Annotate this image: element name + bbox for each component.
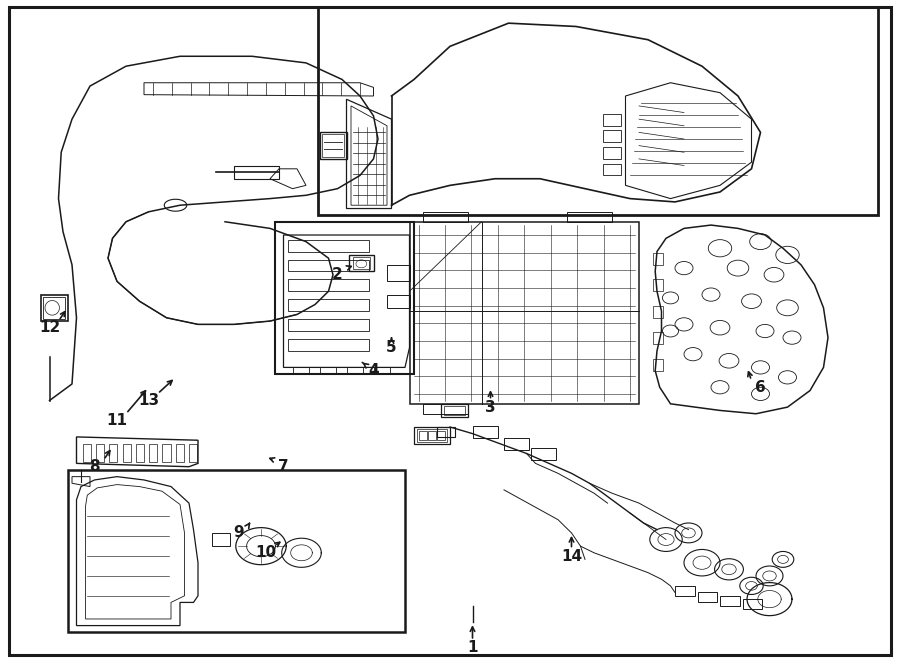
Text: 1: 1 xyxy=(467,640,478,655)
Bar xyxy=(652,306,663,318)
Bar xyxy=(288,260,369,271)
Bar xyxy=(83,444,91,462)
Text: 13: 13 xyxy=(138,393,159,408)
Bar xyxy=(504,438,529,450)
Bar xyxy=(698,592,717,602)
Bar xyxy=(189,444,197,462)
Text: 14: 14 xyxy=(561,549,582,563)
Bar xyxy=(652,359,663,371)
Bar xyxy=(274,222,414,374)
Text: 5: 5 xyxy=(386,340,397,355)
Bar xyxy=(288,279,369,291)
Bar xyxy=(68,470,405,632)
Bar xyxy=(288,299,369,311)
Bar xyxy=(176,444,184,462)
Bar xyxy=(437,431,445,440)
Bar xyxy=(675,586,695,596)
Text: 8: 8 xyxy=(89,459,100,474)
Bar xyxy=(162,444,170,462)
Bar xyxy=(652,279,663,291)
Bar xyxy=(318,7,878,215)
Bar xyxy=(96,444,104,462)
Bar xyxy=(288,240,369,252)
Bar xyxy=(122,444,130,462)
Text: 3: 3 xyxy=(485,400,496,414)
Bar xyxy=(288,339,369,351)
Text: 12: 12 xyxy=(39,320,60,335)
Text: 10: 10 xyxy=(255,545,276,560)
Bar xyxy=(742,599,762,609)
Bar xyxy=(472,426,498,438)
Bar xyxy=(652,332,663,344)
Bar xyxy=(288,319,369,331)
Text: 9: 9 xyxy=(233,526,244,540)
Bar xyxy=(428,431,436,440)
Bar xyxy=(720,596,740,606)
Text: 6: 6 xyxy=(755,380,766,395)
Bar xyxy=(149,444,158,462)
Bar xyxy=(110,444,117,462)
Bar xyxy=(531,448,556,460)
Text: 4: 4 xyxy=(368,363,379,378)
Text: 11: 11 xyxy=(106,413,128,428)
Bar xyxy=(136,444,144,462)
Bar xyxy=(652,253,663,265)
Text: 7: 7 xyxy=(278,459,289,474)
Bar xyxy=(419,431,427,440)
Text: 2: 2 xyxy=(332,267,343,282)
